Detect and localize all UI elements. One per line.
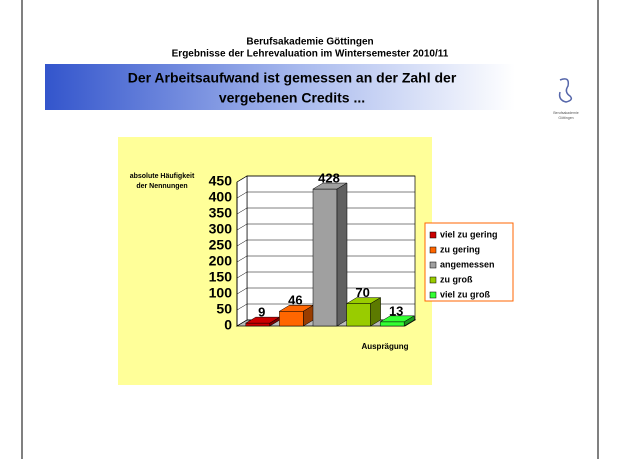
side-wall — [236, 175, 248, 327]
y-tick-label: 50 — [216, 301, 232, 317]
bar — [279, 311, 304, 327]
bar-side — [336, 182, 348, 327]
y-tick-label: 0 — [224, 317, 232, 333]
institution: Berufsakademie Göttingen — [246, 37, 373, 48]
y-tick-label: 400 — [209, 189, 233, 205]
y-tick-label: 300 — [209, 221, 233, 237]
value-label: 9 — [258, 305, 265, 320]
bar — [346, 303, 371, 327]
y-tick-label: 250 — [209, 237, 233, 253]
grid-line — [236, 175, 415, 183]
title-line: vergebenen Credits ... — [219, 90, 365, 106]
legend-swatch — [429, 276, 437, 284]
value-label: 70 — [355, 285, 369, 300]
legend-swatch — [429, 246, 437, 254]
value-label: 13 — [389, 303, 403, 318]
y-tick-label: 450 — [209, 173, 233, 189]
grid-line — [236, 271, 415, 279]
legend-label: viel zu gering — [440, 229, 498, 239]
logo — [558, 78, 573, 103]
grid-line — [236, 207, 415, 215]
legend-swatch — [429, 261, 437, 269]
y-tick-label: 350 — [209, 205, 233, 221]
grid-line — [236, 239, 415, 247]
title-band — [45, 64, 515, 110]
legend-label: viel zu groß — [440, 289, 491, 299]
legend-label: angemessen — [440, 259, 495, 269]
bar — [245, 322, 271, 327]
legend-swatch — [429, 291, 437, 299]
y-axis-label: der Nennungen — [136, 183, 187, 190]
bar-side — [403, 315, 415, 327]
y-tick-label: 200 — [209, 253, 233, 269]
logo-text: Göttingen — [558, 116, 573, 120]
x-axis-label: Ausprägung — [361, 342, 408, 351]
subtitle: Ergebnisse der Lehrevaluation im Winters… — [172, 49, 449, 60]
logo-text: Berufsakademie — [553, 111, 578, 115]
grid-line — [236, 191, 415, 199]
legend-label: zu groß — [440, 274, 473, 284]
grid-line — [236, 255, 415, 263]
grid-line — [236, 287, 415, 295]
y-tick-label: 100 — [209, 285, 233, 301]
value-label: 428 — [318, 170, 340, 185]
legend — [424, 222, 514, 302]
bar — [312, 188, 338, 327]
value-label: 46 — [288, 293, 302, 308]
legend-label: zu gering — [440, 244, 480, 254]
grid-line — [236, 223, 415, 231]
y-axis-label: absolute Häufigkeit — [130, 173, 195, 180]
title-line: Der Arbeitsaufwand ist gemessen an der Z… — [128, 70, 457, 86]
bar — [379, 321, 405, 327]
legend-swatch — [429, 231, 437, 239]
bar-side — [370, 297, 381, 327]
y-tick-label: 150 — [209, 269, 233, 285]
